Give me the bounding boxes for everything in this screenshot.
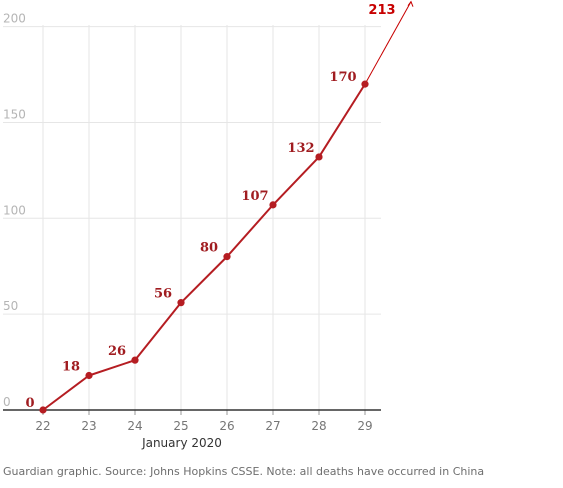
data-point-22 <box>39 406 47 414</box>
x-tick-25: 25 <box>173 419 188 433</box>
data-label-23: 18 <box>62 359 80 374</box>
projection-line <box>364 1 412 85</box>
data-label-26: 80 <box>200 241 218 256</box>
data-label-24: 26 <box>108 344 126 359</box>
data-point-26 <box>223 253 231 261</box>
x-tick-29: 29 <box>357 419 372 433</box>
y-tick-150: 150 <box>3 107 26 121</box>
data-label-28: 132 <box>287 141 314 156</box>
y-tick-0: 0 <box>3 395 11 409</box>
data-labels: 0 18 26 56 80 107 132 170 213 <box>25 3 395 411</box>
data-label-projected: 213 <box>368 3 395 18</box>
x-tick-26: 26 <box>219 419 234 433</box>
y-axis-ticks: 0 50 100 150 200 <box>3 12 26 409</box>
data-point-28 <box>315 153 323 161</box>
x-tick-22: 22 <box>35 419 50 433</box>
x-axis-label: January 2020 <box>141 436 222 450</box>
data-label-25: 56 <box>154 287 172 302</box>
data-label-27: 107 <box>241 189 268 204</box>
y-tick-100: 100 <box>3 203 26 217</box>
x-axis: 22 23 24 25 26 27 28 29 <box>3 409 381 433</box>
x-tick-24: 24 <box>127 419 142 433</box>
gridlines <box>3 25 381 410</box>
data-point-27 <box>269 201 277 209</box>
deaths-series <box>39 0 414 414</box>
x-tick-27: 27 <box>265 419 280 433</box>
data-point-24 <box>131 356 139 364</box>
series-line <box>42 83 366 411</box>
y-tick-50: 50 <box>3 299 18 313</box>
y-tick-200: 200 <box>3 12 26 26</box>
data-point-29 <box>361 80 369 88</box>
source-note: Guardian graphic. Source: Johns Hopkins … <box>3 465 484 478</box>
projection-arrow-icon <box>407 0 414 7</box>
data-label-29: 170 <box>329 70 356 85</box>
data-point-25 <box>177 299 185 307</box>
data-point-23 <box>85 371 93 380</box>
data-label-22: 0 <box>25 396 34 411</box>
x-tick-23: 23 <box>81 419 96 433</box>
x-tick-28: 28 <box>311 419 326 433</box>
